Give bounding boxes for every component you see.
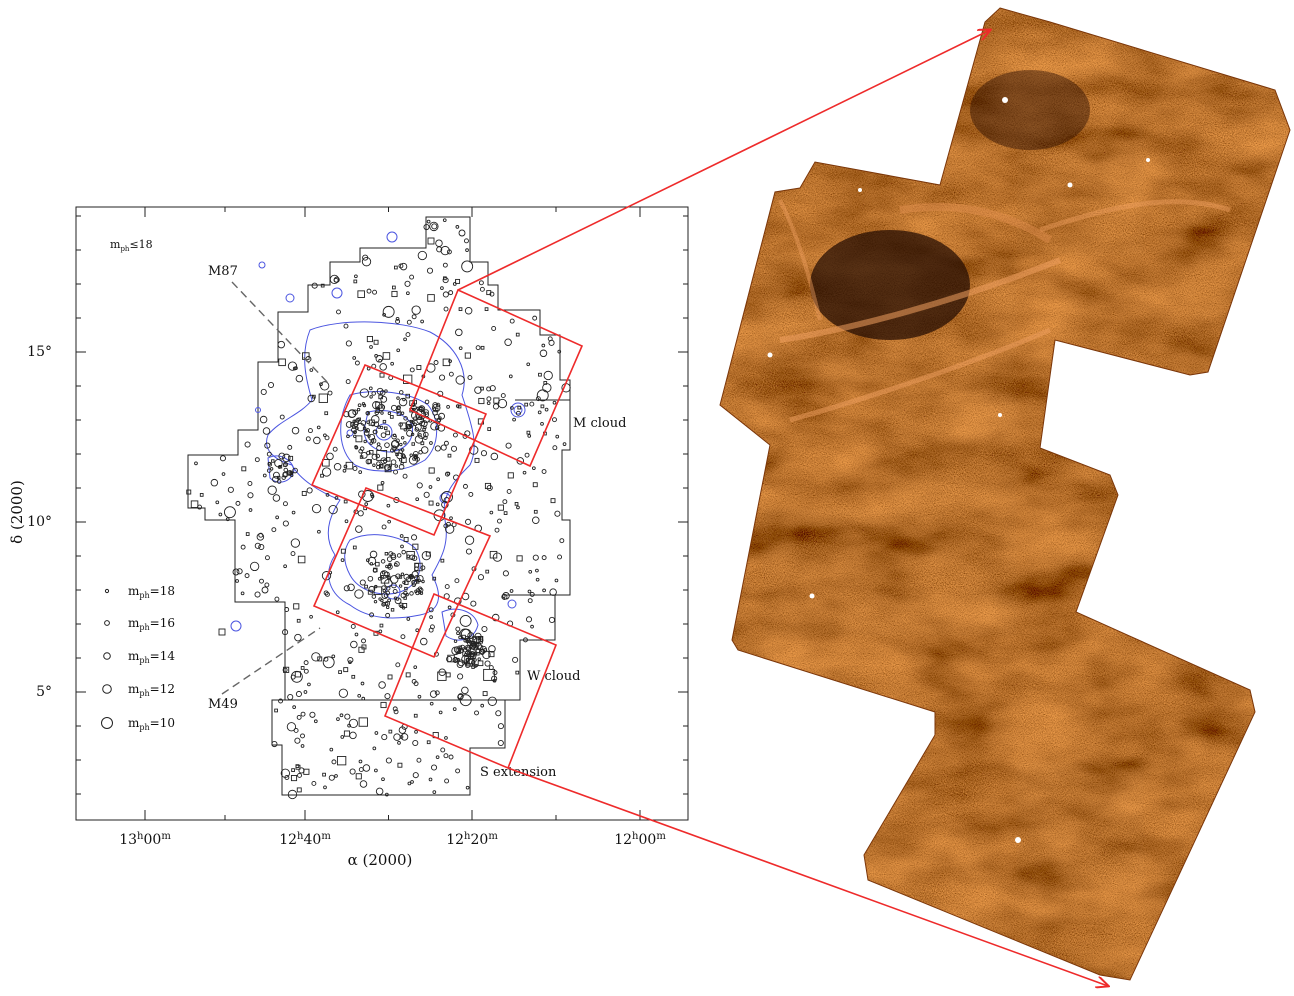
survey-footprint: [187, 216, 571, 796]
y-tick-label-5: 5°: [36, 684, 52, 700]
zoom-arrows: [457, 30, 1108, 986]
dust-emission-map: [719, 7, 1291, 981]
x-tick-label-12h00m: 12h00m: [614, 831, 666, 848]
y-tick-label-15: 15°: [27, 344, 52, 360]
m87-label: M87: [208, 264, 238, 279]
field-box-1: [408, 288, 584, 468]
sky-map-plot: 13h00m 12h40m 12h20m 12h00m 15° 10° 5° α…: [8, 206, 689, 869]
x-tick-label-13h00m: 13h00m: [119, 831, 171, 848]
legend-item-14: mph=14: [103, 649, 175, 665]
m49-pointer: [221, 627, 321, 695]
m49-label: M49: [208, 697, 238, 712]
arrow-top: [457, 30, 990, 291]
selection-label: mph≤18: [110, 238, 153, 253]
legend-item-12: mph=12: [102, 682, 175, 698]
y-tick-labels: 15° 10° 5°: [27, 344, 52, 700]
galaxy-points: [186, 218, 571, 800]
w-cloud-label: W cloud: [527, 669, 580, 684]
svg-text:mph=10: mph=10: [128, 716, 175, 732]
legend-item-18: mph=18: [104, 584, 175, 600]
x-tick-label-12h20m: 12h20m: [446, 831, 498, 848]
y-tick-label-10: 10°: [27, 514, 52, 530]
tick-marks: [76, 207, 688, 820]
y-axis-label: δ (2000): [8, 480, 26, 544]
x-axis-label: α (2000): [348, 851, 413, 869]
magnitude-legend: mph=18 mph=16 mph=14 mph=12 mph=10: [101, 584, 175, 732]
svg-text:mph=14: mph=14: [128, 649, 175, 665]
field-box-2: [310, 363, 488, 537]
plot-frame: [75, 206, 689, 821]
svg-text:mph=16: mph=16: [128, 616, 175, 632]
field-box-3: [312, 486, 492, 659]
svg-text:mph=12: mph=12: [128, 682, 175, 698]
m-cloud-label: M cloud: [573, 416, 626, 431]
legend-item-10: mph=10: [101, 716, 175, 732]
m87-pointer: [231, 281, 331, 386]
field-boxes: [310, 288, 584, 770]
x-tick-label-12h40m: 12h40m: [279, 831, 331, 848]
legend-item-16: mph=16: [104, 616, 175, 632]
svg-text:mph=18: mph=18: [128, 584, 175, 600]
x-tick-labels: 13h00m 12h40m 12h20m 12h00m: [119, 831, 666, 848]
arrow-bottom: [507, 767, 1108, 986]
